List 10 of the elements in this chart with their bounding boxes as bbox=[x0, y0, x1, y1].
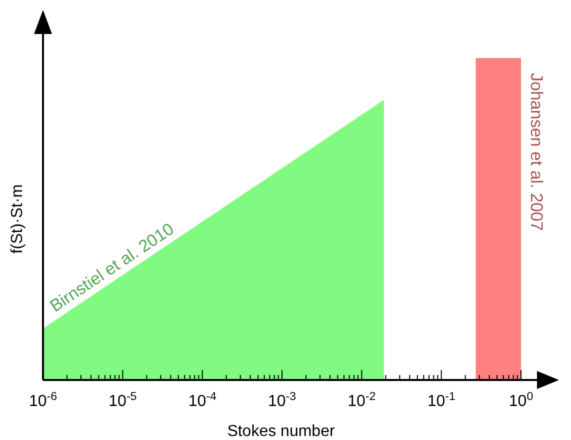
x-tick-label: 10$^{-3}$ bbox=[268, 391, 296, 410]
x-tick-label: 10$^{-6}$ bbox=[28, 391, 58, 410]
x-tick-label: 10$^{-5}$ bbox=[108, 391, 137, 410]
x-tick-label: 10$^{-4}$ bbox=[188, 391, 217, 410]
y-axis-title: f(St)·St·m bbox=[9, 184, 26, 254]
x-tick-label: 10$^{-1}$ bbox=[427, 391, 456, 410]
x-tick-label: 10$^{0}$ bbox=[508, 391, 534, 410]
x-tick-label: 10$^{-2}$ bbox=[348, 391, 376, 410]
text: Johansen et al. 2007 bbox=[527, 73, 546, 231]
x-axis-title: Stokes number bbox=[227, 423, 336, 440]
